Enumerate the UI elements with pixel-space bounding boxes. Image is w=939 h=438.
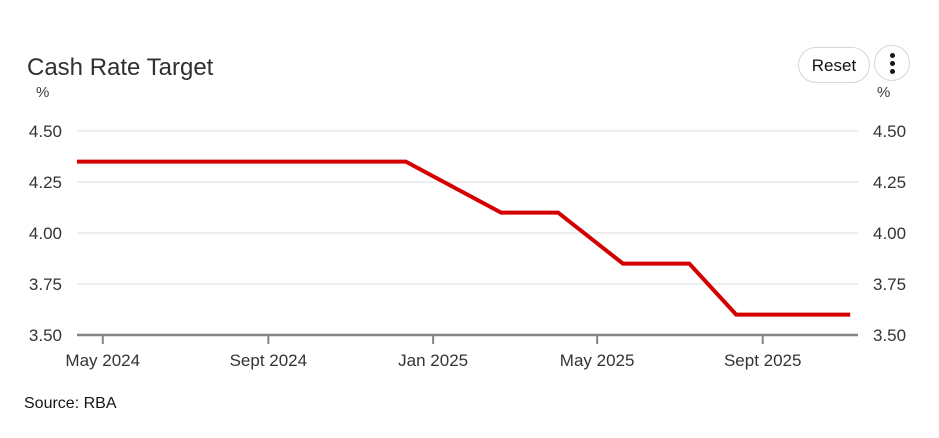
y-tick-label-right: 4.25 xyxy=(873,173,906,192)
reset-button[interactable]: Reset xyxy=(798,47,870,83)
y-axis-unit-right: % xyxy=(877,84,891,101)
x-tick-label: Sept 2024 xyxy=(230,351,308,370)
y-tick-label-right: 3.50 xyxy=(873,326,906,345)
kebab-menu-button[interactable] xyxy=(874,45,910,81)
cash-rate-line xyxy=(77,159,851,317)
page-title: Cash Rate Target xyxy=(27,54,214,82)
x-tick-label: May 2024 xyxy=(65,351,140,370)
y-tick-label-left: 3.75 xyxy=(29,275,62,294)
source-note: Source: RBA xyxy=(24,395,117,412)
y-tick-label-left: 4.25 xyxy=(29,173,62,192)
y-tick-label-left: 4.00 xyxy=(29,224,62,243)
y-tick-label-left: 4.50 xyxy=(29,122,62,141)
y-axis-unit-left: % xyxy=(36,84,50,101)
x-tick-label: Jan 2025 xyxy=(398,351,468,370)
x-tick-label: Sept 2025 xyxy=(724,351,802,370)
y-tick-label-right: 4.00 xyxy=(873,224,906,243)
y-tick-label-right: 3.75 xyxy=(873,275,906,294)
kebab-menu-icon xyxy=(889,52,895,74)
y-tick-label-right: 4.50 xyxy=(873,122,906,141)
x-tick-label: May 2025 xyxy=(560,351,635,370)
y-tick-label-left: 3.50 xyxy=(29,326,62,345)
